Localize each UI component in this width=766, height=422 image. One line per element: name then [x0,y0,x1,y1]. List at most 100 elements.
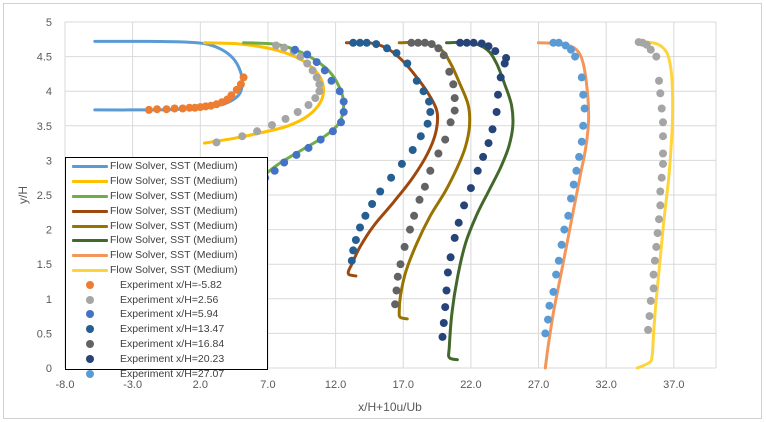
experiment-point-series-8 [659,132,667,141]
experiment-point-series-7 [579,121,588,130]
legend-line-swatch [72,250,108,260]
legend-entry-marker: Experiment x/H=16.84 [66,337,267,352]
legend-entry-marker: Experiment x/H=-5.82 [66,277,267,292]
experiment-point-series-7 [544,315,552,324]
legend-entry-marker: Experiment x/H=20.23 [66,351,267,366]
legend-marker-swatch [72,280,108,290]
x-tick-label: -8.0 [56,379,75,391]
experiment-point-series-6 [462,38,471,47]
experiment-point-series-6 [446,253,455,262]
y-axis-title: y/H [16,186,30,204]
experiment-point-series-8 [659,118,667,127]
experiment-point-series-8 [655,76,663,85]
experiment-point-series-7 [580,104,589,113]
experiment-point-series-2 [311,94,320,103]
experiment-point-series-8 [656,89,665,98]
experiment-point-series-5 [391,300,400,309]
experiment-point-series-3 [337,118,345,127]
experiment-point-series-3 [292,150,301,159]
chart-legend: Flow Solver, SST (Medium) Flow Solver, SS… [65,157,268,380]
experiment-point-series-6 [494,90,502,99]
experiment-point-series-8 [657,104,666,113]
experiment-point-series-6 [484,139,493,148]
solver-line-5 [397,40,472,321]
experiment-point-series-4 [362,38,371,47]
y-tick-label: 1.5 [37,259,52,271]
experiment-point-series-6 [469,38,478,47]
experiment-point-series-5 [439,51,448,60]
experiment-point-series-1 [170,104,179,113]
legend-line-swatch [72,206,108,216]
experiment-point-series-1 [232,85,241,94]
legend-label: Experiment x/H=2.56 [120,293,219,306]
x-tick-label: 17.0 [393,379,414,391]
experiment-point-series-4 [425,97,433,106]
x-tick-label: 2.0 [193,379,208,391]
legend-entry-marker: Experiment x/H=2.56 [66,292,267,307]
y-tick-label: 2.5 [37,190,52,202]
legend-line-swatch [72,235,108,245]
y-tick-label: 0.5 [37,328,52,340]
experiment-point-series-2 [281,114,290,123]
x-tick-label: 27.0 [528,379,549,391]
experiment-point-series-2 [296,52,305,61]
y-tick-label: 3 [46,155,52,167]
experiment-point-series-4 [376,187,385,196]
experiment-point-series-8 [646,296,655,305]
experiment-point-series-2 [268,121,276,130]
experiment-point-series-5 [434,44,443,53]
experiment-point-series-7 [579,90,588,99]
experiment-point-series-8 [652,242,661,251]
experiment-point-series-3 [312,58,321,67]
experiment-point-series-5 [410,211,419,220]
experiment-point-series-4 [408,146,417,154]
experiment-point-series-8 [657,173,666,182]
experiment-point-series-5 [427,40,436,49]
experiment-point-series-6 [454,218,463,227]
experiment-point-series-7 [569,180,578,189]
legend-label: Flow Solver, SST (Medium) [110,189,238,202]
x-tick-label: 7.0 [260,379,275,391]
legend-entry-line: Flow Solver, SST (Medium) [66,233,267,248]
experiment-point-series-4 [387,173,396,182]
experiment-point-series-3 [304,143,313,152]
x-tick-label: 12.0 [325,379,346,391]
experiment-point-series-6 [491,47,500,56]
experiment-point-series-7 [549,287,558,296]
legend-entry-line: Flow Solver, SST (Medium) [66,263,267,278]
experiment-point-series-5 [414,38,423,47]
experiment-point-series-5 [415,195,424,204]
experiment-point-series-5 [441,135,450,144]
experiment-point-series-4 [412,76,421,85]
experiment-point-series-8 [645,312,654,321]
experiment-point-series-5 [392,286,401,295]
experiment-point-series-4 [368,200,377,208]
legend-entry-line: Flow Solver, SST (Medium) [66,203,267,218]
experiment-point-series-8 [652,52,661,61]
experiment-point-series-2 [253,127,262,136]
experiment-point-series-7 [575,152,584,161]
experiment-point-series-7 [557,240,566,249]
experiment-point-series-2 [304,101,313,109]
experiment-point-series-5 [446,118,455,127]
experiment-point-series-3 [316,135,325,144]
legend-label: Flow Solver, SST (Medium) [110,175,238,188]
legend-label: Experiment x/H=16.84 [120,337,225,350]
experiment-point-series-8 [656,201,665,210]
experiment-point-series-5 [449,80,458,89]
experiment-point-series-7 [554,256,563,265]
experiment-point-series-1 [162,105,171,114]
y-tick-label: 0 [46,363,52,375]
experiment-point-series-5 [396,260,405,269]
experiment-point-series-5 [445,67,454,76]
experiment-point-series-4 [426,108,435,116]
experiment-point-series-4 [419,87,428,96]
legend-label: Flow Solver, SST (Medium) [110,234,238,247]
experiment-point-series-1 [178,104,187,113]
experiment-point-series-7 [571,52,580,61]
experiment-point-series-6 [439,319,448,327]
experiment-point-series-4 [349,38,358,47]
y-tick-labels: 0 0.5 1 1.5 2 2.5 3 3.5 4 4.5 5 [37,17,52,375]
experiment-point-series-8 [659,149,667,158]
legend-marker-swatch [72,295,108,305]
